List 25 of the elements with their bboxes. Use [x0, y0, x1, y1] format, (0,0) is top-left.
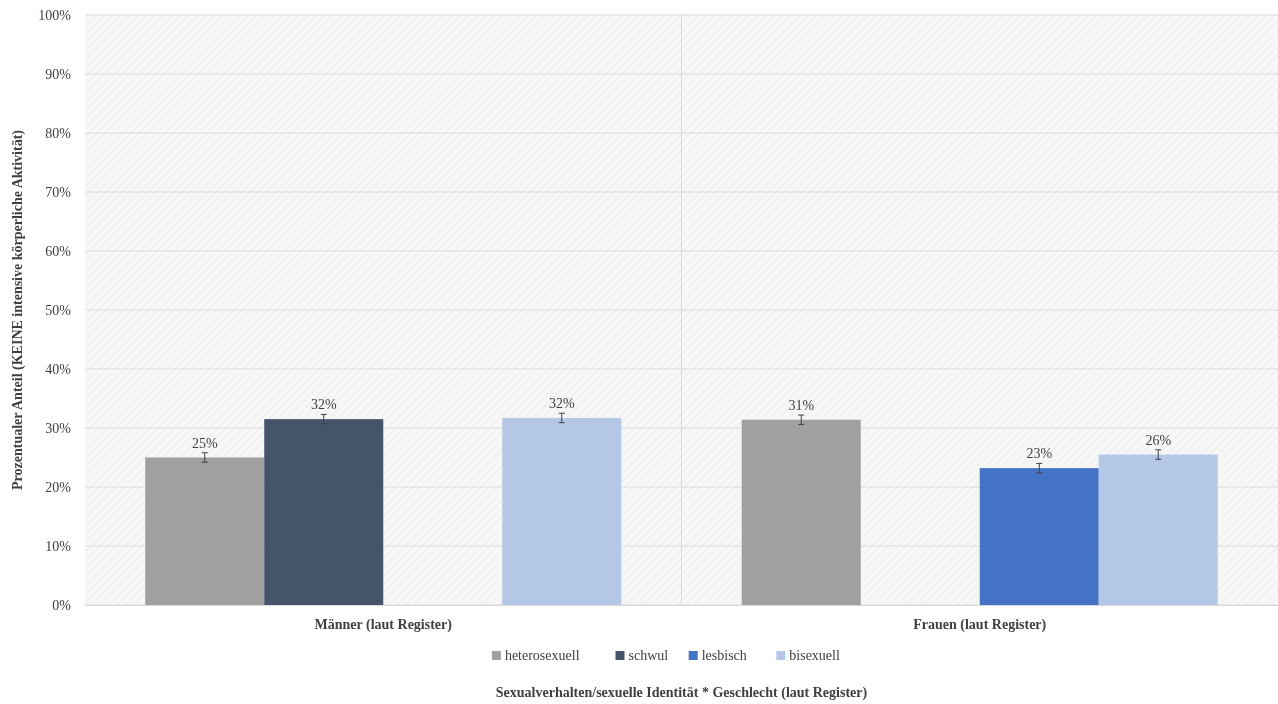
legend-label: heterosexuell — [504, 648, 580, 663]
y-tick-label: 80% — [45, 125, 72, 141]
legend-label: lesbisch — [701, 648, 747, 663]
y-tick-label: 70% — [45, 184, 72, 200]
legend-label: bisexuell — [789, 648, 840, 663]
y-tick-label: 30% — [45, 420, 72, 436]
y-axis-title: Prozentualer Anteil (KEINE intensive körperliche Aktivität) — [10, 129, 26, 490]
x-axis-title: Sexualverhalten/sexuelle Identität * Geschlecht (laut Register) — [495, 685, 868, 701]
y-tick-label: 100% — [38, 7, 72, 23]
y-tick-label: 60% — [45, 243, 72, 259]
y-tick-label: 10% — [45, 538, 72, 554]
y-tick-label: 40% — [45, 361, 72, 377]
data-label: 32% — [548, 396, 575, 412]
data-label: 32% — [310, 397, 337, 413]
data-label: 23% — [1026, 446, 1053, 462]
legend-label: schwul — [628, 648, 669, 663]
data-label: 26% — [1145, 432, 1172, 448]
y-tick-label: 50% — [45, 302, 72, 318]
y-tick-label: 90% — [45, 66, 72, 82]
data-label: 25% — [191, 435, 218, 451]
data-label: 31% — [788, 398, 815, 414]
x-tick-label: Männer (laut Register) — [314, 616, 453, 633]
x-tick-label: Frauen (laut Register) — [913, 616, 1047, 633]
y-tick-label: 0% — [52, 597, 72, 613]
y-tick-label: 20% — [45, 479, 72, 495]
